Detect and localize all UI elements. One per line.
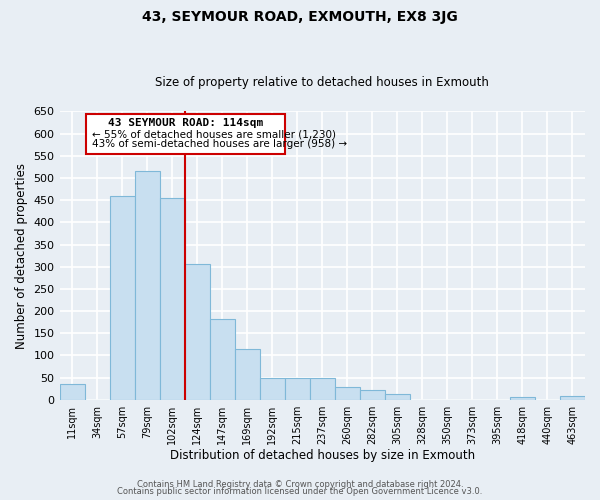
Bar — [560, 396, 585, 400]
Bar — [59, 384, 85, 400]
Bar — [285, 378, 310, 400]
Title: Size of property relative to detached houses in Exmouth: Size of property relative to detached ho… — [155, 76, 489, 90]
Bar — [160, 198, 185, 400]
Text: 43% of semi-detached houses are larger (958) →: 43% of semi-detached houses are larger (… — [92, 139, 347, 149]
Bar — [185, 264, 209, 400]
Bar — [385, 394, 410, 400]
Bar — [510, 398, 535, 400]
X-axis label: Distribution of detached houses by size in Exmouth: Distribution of detached houses by size … — [170, 450, 475, 462]
FancyBboxPatch shape — [86, 114, 285, 154]
Text: Contains HM Land Registry data © Crown copyright and database right 2024.: Contains HM Land Registry data © Crown c… — [137, 480, 463, 489]
Bar — [260, 378, 285, 400]
Bar — [360, 390, 385, 400]
Bar — [110, 196, 134, 400]
Text: 43, SEYMOUR ROAD, EXMOUTH, EX8 3JG: 43, SEYMOUR ROAD, EXMOUTH, EX8 3JG — [142, 10, 458, 24]
Text: Contains public sector information licensed under the Open Government Licence v3: Contains public sector information licen… — [118, 487, 482, 496]
Bar — [310, 378, 335, 400]
Bar — [335, 387, 360, 400]
Text: ← 55% of detached houses are smaller (1,230): ← 55% of detached houses are smaller (1,… — [92, 130, 336, 140]
Bar — [134, 172, 160, 400]
Text: 43 SEYMOUR ROAD: 114sqm: 43 SEYMOUR ROAD: 114sqm — [107, 118, 263, 128]
Bar — [235, 348, 260, 400]
Bar — [209, 319, 235, 400]
Y-axis label: Number of detached properties: Number of detached properties — [15, 162, 28, 348]
